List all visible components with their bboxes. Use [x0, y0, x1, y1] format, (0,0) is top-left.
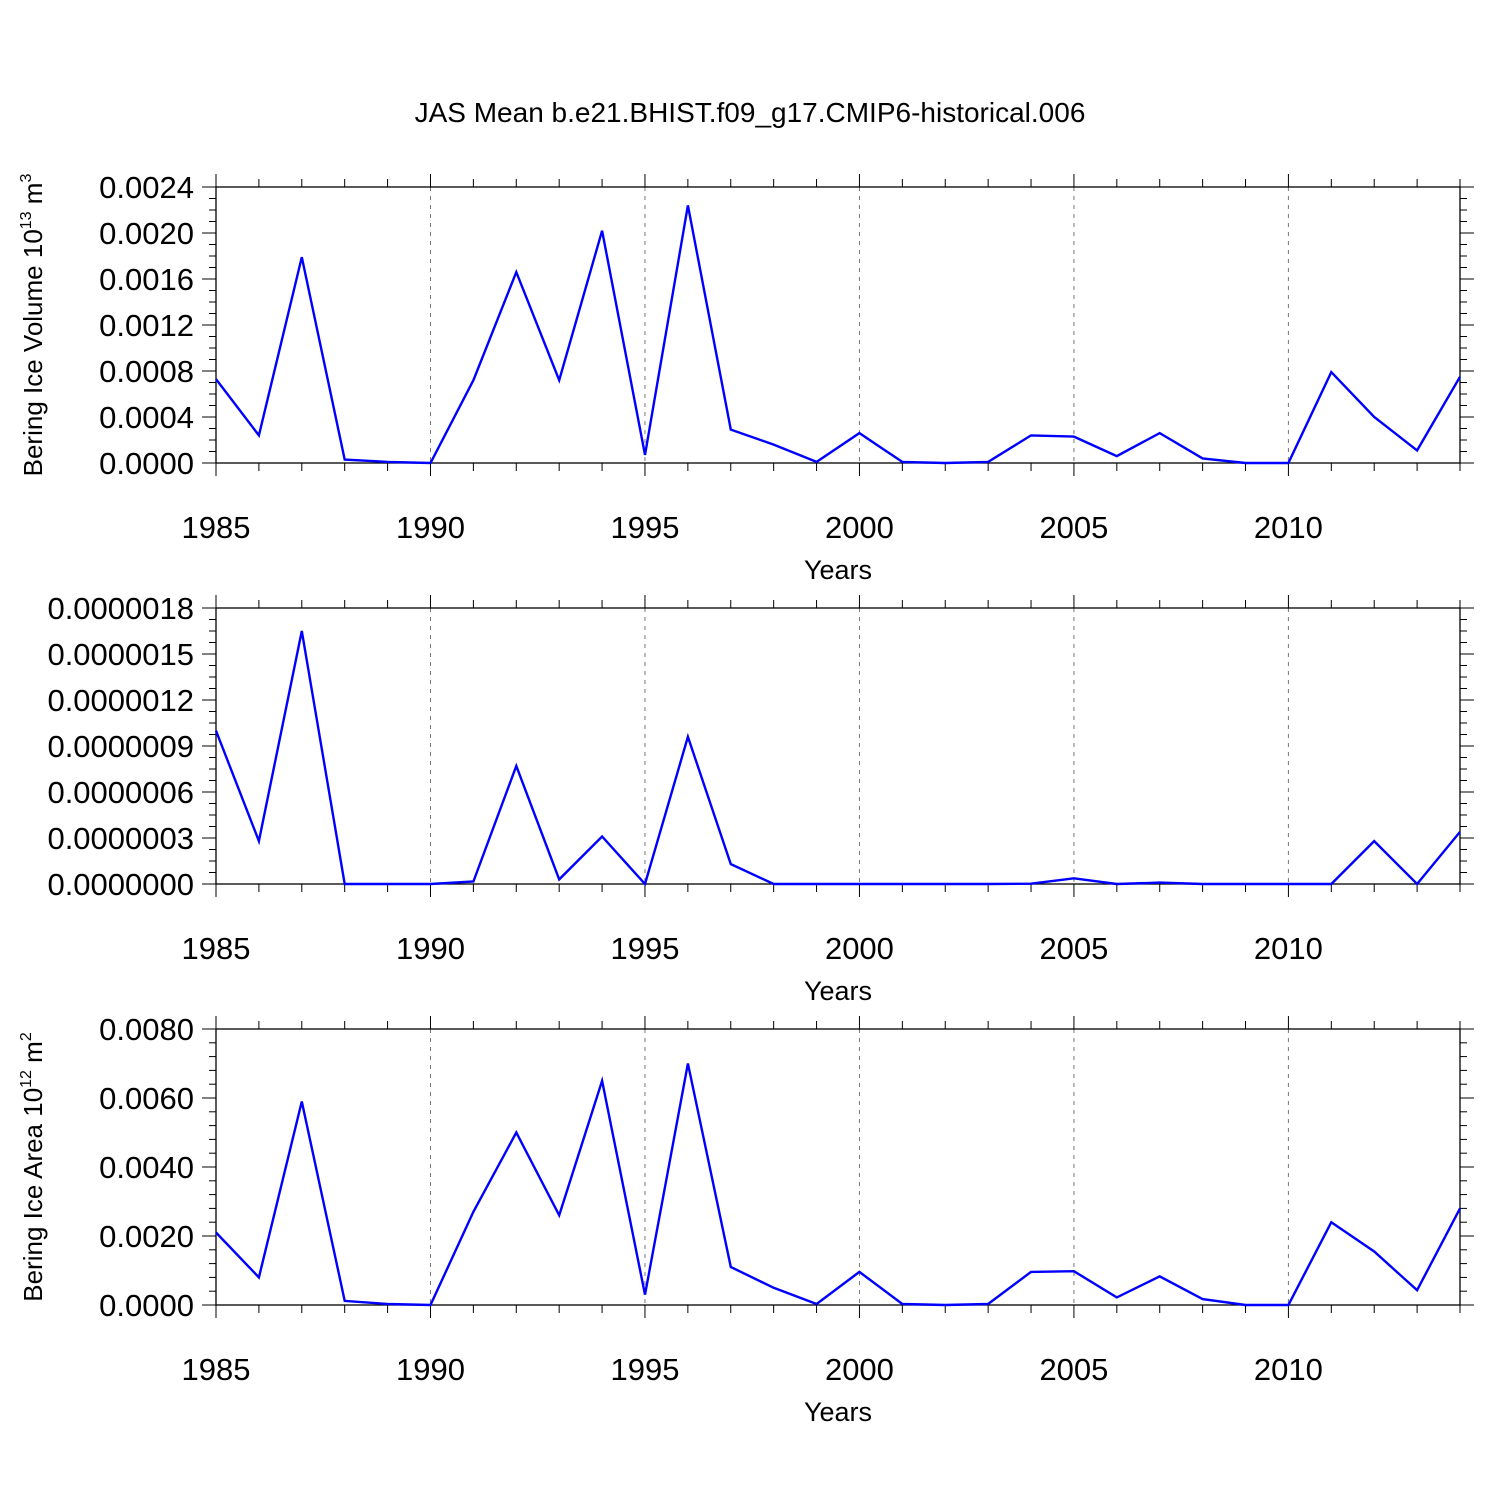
- x-tick-label: 1990: [396, 510, 465, 545]
- x-tick-label: 1990: [396, 1352, 465, 1387]
- x-tick-label: 2005: [1039, 931, 1108, 966]
- y-tick-label: 0.0020: [99, 1219, 194, 1254]
- panel-3-ylabel-main: Bering Ice Area 10: [18, 1088, 48, 1302]
- panel-2-grid: [216, 608, 1460, 885]
- y-tick-label: 0.0000009: [47, 729, 194, 764]
- chart-title: JAS Mean b.e21.BHIST.f09_g17.CMIP6-histo…: [415, 97, 1086, 128]
- y-tick-label: 0.0000015: [47, 637, 194, 672]
- y-tick-label: 0.0000003: [47, 821, 194, 856]
- series-2-line: [214, 630, 1461, 887]
- panel-3-ticks: [202, 1016, 1474, 1318]
- y-tick-label: 0.0000: [99, 1288, 194, 1323]
- panel-3-ylabel-unit-exp: 2: [18, 1032, 35, 1041]
- panel-ice-volume: 0.0000 0.0004 0.0008 0.0012 0.0016 0.0020 0.00…: [18, 170, 1474, 585]
- panel-1-ylabel: Bering Ice Volume 1013 m3: [18, 174, 48, 477]
- panel-3-ylabel-exp: 12: [18, 1070, 35, 1088]
- panel-2-frame: [215, 607, 1461, 885]
- x-tick-label: 2000: [825, 510, 894, 545]
- y-tick-label: 0.0020: [99, 216, 194, 251]
- y-tick-label: 0.0016: [99, 262, 194, 297]
- panel-2-yticklabels: 0.0000000 0.0000003 0.0000006 0.0000009 0.00…: [47, 591, 194, 902]
- y-tick-label: 0.0000012: [47, 683, 194, 718]
- x-tick-label: 2000: [825, 931, 894, 966]
- x-tick-label: 2010: [1254, 1352, 1323, 1387]
- panel-1-xlabel: Years: [804, 555, 872, 585]
- panel-3-ylabel-unit: m: [18, 1041, 48, 1070]
- panel-1-ticks: [202, 174, 1474, 476]
- y-tick-label: 0.0080: [99, 1012, 194, 1047]
- panel-3-xticklabels: 1985 1990 1995 2000 2005 2010: [182, 1352, 1323, 1387]
- y-tick-label: 0.0000: [99, 446, 194, 481]
- ice-volume-line: [215, 205, 1462, 465]
- y-tick-label: 0.0008: [99, 354, 194, 389]
- x-tick-label: 1995: [610, 510, 679, 545]
- x-tick-label: 2010: [1254, 510, 1323, 545]
- panel-1-ylabel-unit: m: [18, 183, 48, 212]
- x-tick-label: 2010: [1254, 931, 1323, 966]
- ice-area-line: [215, 1063, 1462, 1307]
- y-tick-label: 0.0000018: [47, 591, 194, 626]
- panel-1-ylabel-exp: 13: [18, 211, 35, 229]
- panel-3-grid: [216, 1029, 1460, 1306]
- x-tick-label: 1985: [182, 510, 251, 545]
- y-tick-label: 0.0000000: [47, 867, 194, 902]
- panel-1-ylabel-main: Bering Ice Volume 10: [18, 229, 48, 476]
- panel-2-ticks: [202, 595, 1474, 897]
- panel-2-xlabel: Years: [804, 976, 872, 1006]
- x-tick-label: 1985: [182, 931, 251, 966]
- panel-3-ylabel: Bering Ice Area 1012 m2: [18, 1032, 48, 1302]
- panel-1-yticklabels: 0.0000 0.0004 0.0008 0.0012 0.0016 0.0020 0.00…: [99, 170, 194, 481]
- panel-1-ylabel-unit-exp: 3: [18, 174, 35, 183]
- y-tick-label: 0.0024: [99, 170, 194, 205]
- panel-3-yticklabels: 0.0000 0.0020 0.0040 0.0060 0.0080: [99, 1012, 194, 1323]
- x-tick-label: 1990: [396, 931, 465, 966]
- x-tick-label: 1995: [610, 1352, 679, 1387]
- x-tick-label: 2005: [1039, 510, 1108, 545]
- x-tick-label: 1985: [182, 1352, 251, 1387]
- panel-1-xticklabels: 1985 1990 1995 2000 2005 2010: [182, 510, 1323, 545]
- panel-1-grid: [216, 187, 1460, 464]
- y-tick-label: 0.0004: [99, 400, 194, 435]
- x-tick-label: 2005: [1039, 1352, 1108, 1387]
- y-tick-label: 0.0060: [99, 1081, 194, 1116]
- x-tick-label: 2000: [825, 1352, 894, 1387]
- y-tick-label: 0.0012: [99, 308, 194, 343]
- panel-series-2: 0.0000000 0.0000003 0.0000006 0.0000009 0.00…: [47, 591, 1474, 1006]
- y-tick-label: 0.0000006: [47, 775, 194, 810]
- panel-3-frame: [215, 1028, 1461, 1306]
- panel-3-xlabel: Years: [804, 1397, 872, 1427]
- panel-2-xticklabels: 1985 1990 1995 2000 2005 2010: [182, 931, 1323, 966]
- x-tick-label: 1995: [610, 931, 679, 966]
- panel-1-frame: [215, 186, 1461, 464]
- y-tick-label: 0.0040: [99, 1150, 194, 1185]
